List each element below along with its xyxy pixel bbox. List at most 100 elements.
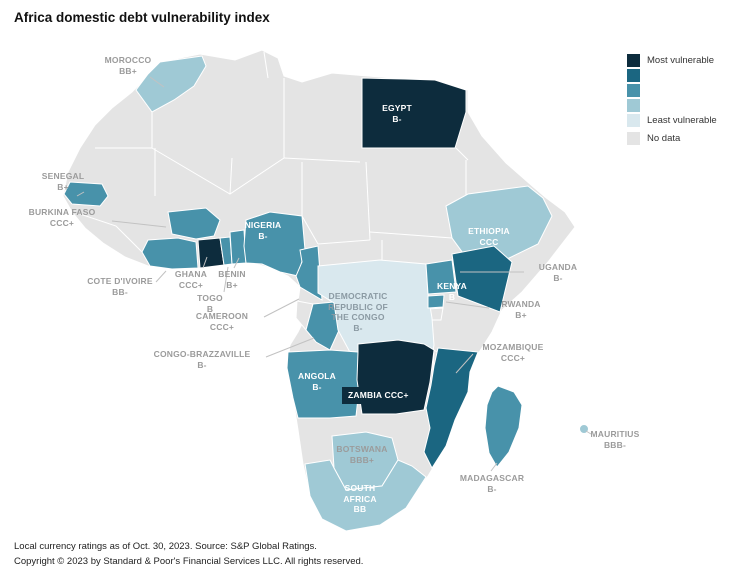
label-senegal: SENEGAL B+ xyxy=(30,171,96,192)
country-egypt xyxy=(361,77,467,149)
leader-line xyxy=(149,76,165,88)
border-line xyxy=(95,110,153,149)
label-congo-brazzaville: CONGO-BRAZZAVILLE B- xyxy=(142,349,262,370)
border-line xyxy=(151,78,285,195)
page-title: Africa domestic debt vulnerability index xyxy=(14,10,270,25)
country-morocco xyxy=(135,55,207,113)
country-name: SOUTH AFRICA xyxy=(343,483,377,504)
country-name: SENEGAL xyxy=(41,171,85,181)
label-togo: TOGO B xyxy=(188,293,232,314)
country-rating: CCC+ xyxy=(384,390,409,400)
label-kenya: KENYA B xyxy=(428,281,476,302)
label-mauritius: MAURITIUS BBB- xyxy=(582,429,648,450)
leader-line xyxy=(111,220,167,228)
leader-line xyxy=(490,462,498,472)
country-rating: BBB- xyxy=(603,439,627,450)
label-morocco: MOROCCO BB+ xyxy=(92,55,164,76)
legend-label-no-data: No data xyxy=(647,133,681,144)
leader-line xyxy=(155,270,167,283)
legend-row-3 xyxy=(627,84,717,97)
label-rwanda: RWANDA B+ xyxy=(492,299,550,320)
border-line xyxy=(79,213,143,253)
country-name: MOZAMBIQUE xyxy=(482,342,544,352)
country-rating: BB+ xyxy=(119,65,137,76)
rated-countries xyxy=(63,55,589,532)
leader-line xyxy=(265,337,315,358)
label-mozambique: MOZAMBIQUE CCC+ xyxy=(474,342,552,363)
leader-line xyxy=(202,256,208,269)
country-name: MOROCCO xyxy=(104,55,152,65)
label-uganda: UGANDA B- xyxy=(528,262,588,283)
country-rating: B xyxy=(206,303,214,314)
country-rating: B- xyxy=(392,113,402,124)
country-cote-divoire xyxy=(141,237,199,270)
label-south-africa: SOUTH AFRICA BB xyxy=(334,483,386,515)
legend-row-most: Most vulnerable xyxy=(627,54,717,67)
legend-row-4 xyxy=(627,99,717,112)
legend-swatch-most-vulnerable xyxy=(627,54,640,67)
country-name: TOGO xyxy=(197,293,223,303)
country-south-africa xyxy=(304,459,427,532)
border-line xyxy=(365,161,371,241)
leader-line xyxy=(233,257,240,269)
country-rating: B- xyxy=(312,381,322,392)
country-name: CAMEROON xyxy=(195,311,249,321)
country-rating: BB- xyxy=(112,286,128,297)
legend-row-2 xyxy=(627,69,717,82)
country-rating: CCC+ xyxy=(49,217,75,228)
label-benin: BENIN B+ xyxy=(210,269,254,290)
label-burkina-faso: BURKINA FASO CCC+ xyxy=(14,207,110,228)
country-rating: B+ xyxy=(226,279,238,290)
country-name: COTE D'IVOIRE xyxy=(87,276,153,286)
label-angola: ANGOLA B- xyxy=(293,371,341,392)
country-borders xyxy=(79,51,469,262)
country-kenya xyxy=(451,245,513,313)
country-name: RWANDA xyxy=(501,299,541,309)
leader-line xyxy=(76,191,85,197)
country-name: BENIN xyxy=(218,269,246,279)
country-name: UGANDA xyxy=(538,262,578,272)
border-line xyxy=(317,239,371,245)
country-ghana xyxy=(197,237,225,269)
country-rating: B+ xyxy=(515,309,527,320)
leader-line xyxy=(585,430,592,435)
label-zambia: ZAMBIA CCC+ xyxy=(342,387,415,404)
border-line xyxy=(229,157,233,195)
country-rating: BBB+ xyxy=(349,454,375,465)
legend-swatch-least-vulnerable xyxy=(627,114,640,127)
country-name: MADAGASCAR xyxy=(459,473,525,483)
copyright-note: Copyright © 2023 by Standard & Poor's Fi… xyxy=(14,556,364,567)
country-ethiopia xyxy=(445,185,553,261)
border-line xyxy=(369,231,453,239)
country-rating: CCC+ xyxy=(178,279,204,290)
country-rating: B- xyxy=(258,230,268,241)
label-drc: DEMOCRATIC REPUBLIC OF THE CONGO B- xyxy=(320,291,396,333)
country-name: NIGERIA xyxy=(244,220,282,230)
label-ghana: GHANA CCC+ xyxy=(166,269,216,290)
legend-swatch-tier-4 xyxy=(627,99,640,112)
country-name: ANGOLA xyxy=(297,371,337,381)
leader-lines xyxy=(76,76,592,472)
country-rating: CCC xyxy=(479,236,499,247)
legend-label-least-vulnerable: Least vulnerable xyxy=(647,115,717,126)
country-madagascar xyxy=(484,385,523,468)
leader-line xyxy=(263,298,300,318)
country-rating: B- xyxy=(553,272,563,283)
leader-line xyxy=(445,301,490,309)
legend-row-least: Least vulnerable xyxy=(627,114,717,127)
country-name: BURKINA FASO xyxy=(28,207,96,217)
label-madagascar: MADAGASCAR B- xyxy=(452,473,532,494)
country-rwanda xyxy=(427,294,445,309)
country-uganda xyxy=(425,259,457,295)
legend-swatch-tier-2 xyxy=(627,69,640,82)
country-rating: B- xyxy=(353,322,363,333)
country-name: CONGO-BRAZZAVILLE xyxy=(153,349,251,359)
country-name: DEMOCRATIC REPUBLIC OF THE CONGO xyxy=(328,291,388,322)
country-name: MAURITIUS xyxy=(590,429,640,439)
border-line xyxy=(283,157,361,163)
country-angola xyxy=(286,349,361,419)
country-rating: CCC+ xyxy=(209,321,235,332)
label-egypt: EGYPT B- xyxy=(372,103,422,124)
leader-line xyxy=(223,266,229,293)
